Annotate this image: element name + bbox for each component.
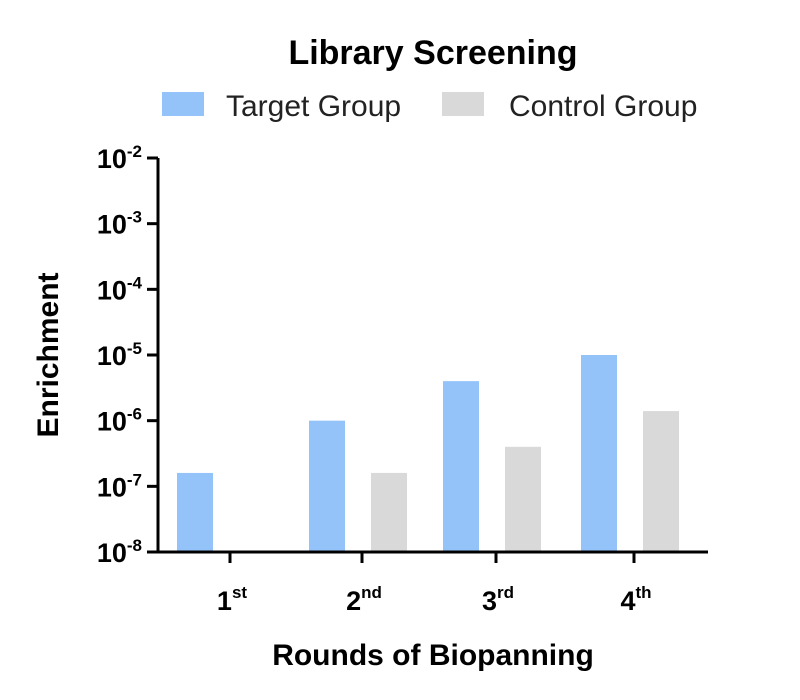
plot-area: 10-2 10-3 10-4 10-5 10-6 10-7 10-8 1st 2nd 3rd 4th: [97, 142, 708, 616]
x-tick-label: 2nd: [346, 583, 382, 616]
legend-swatch-target: [162, 92, 204, 116]
x-axis-title: Rounds of Biopanning: [272, 639, 594, 672]
y-tick-label: 10-8: [97, 536, 142, 568]
x-tick-label: 4th: [620, 583, 651, 616]
legend-label-target: Target Group: [226, 90, 401, 123]
y-tick-label: 10-3: [97, 208, 142, 240]
y-tick-label: 10-5: [97, 339, 142, 371]
bar-control-2: [371, 472, 407, 552]
bar-target-4: [581, 355, 617, 552]
bar-control-3: [505, 446, 541, 552]
legend: Target Group Control Group: [162, 90, 697, 123]
y-axis-title: Enrichment: [32, 272, 65, 437]
y-tick-label: 10-4: [97, 273, 143, 305]
y-tick-label: 10-6: [97, 405, 142, 437]
x-tick-label: 3rd: [482, 583, 514, 616]
chart-title: Library Screening: [288, 34, 577, 72]
bar-target-1: [177, 472, 213, 552]
x-tick-label: 1st: [217, 583, 247, 616]
legend-label-control: Control Group: [509, 90, 697, 123]
bar-control-4: [643, 411, 679, 552]
bar-target-3: [443, 381, 479, 552]
legend-swatch-control: [442, 92, 484, 116]
bar-target-2: [309, 420, 345, 552]
y-tick-label: 10-2: [97, 142, 142, 174]
y-tick-label: 10-7: [97, 470, 142, 502]
